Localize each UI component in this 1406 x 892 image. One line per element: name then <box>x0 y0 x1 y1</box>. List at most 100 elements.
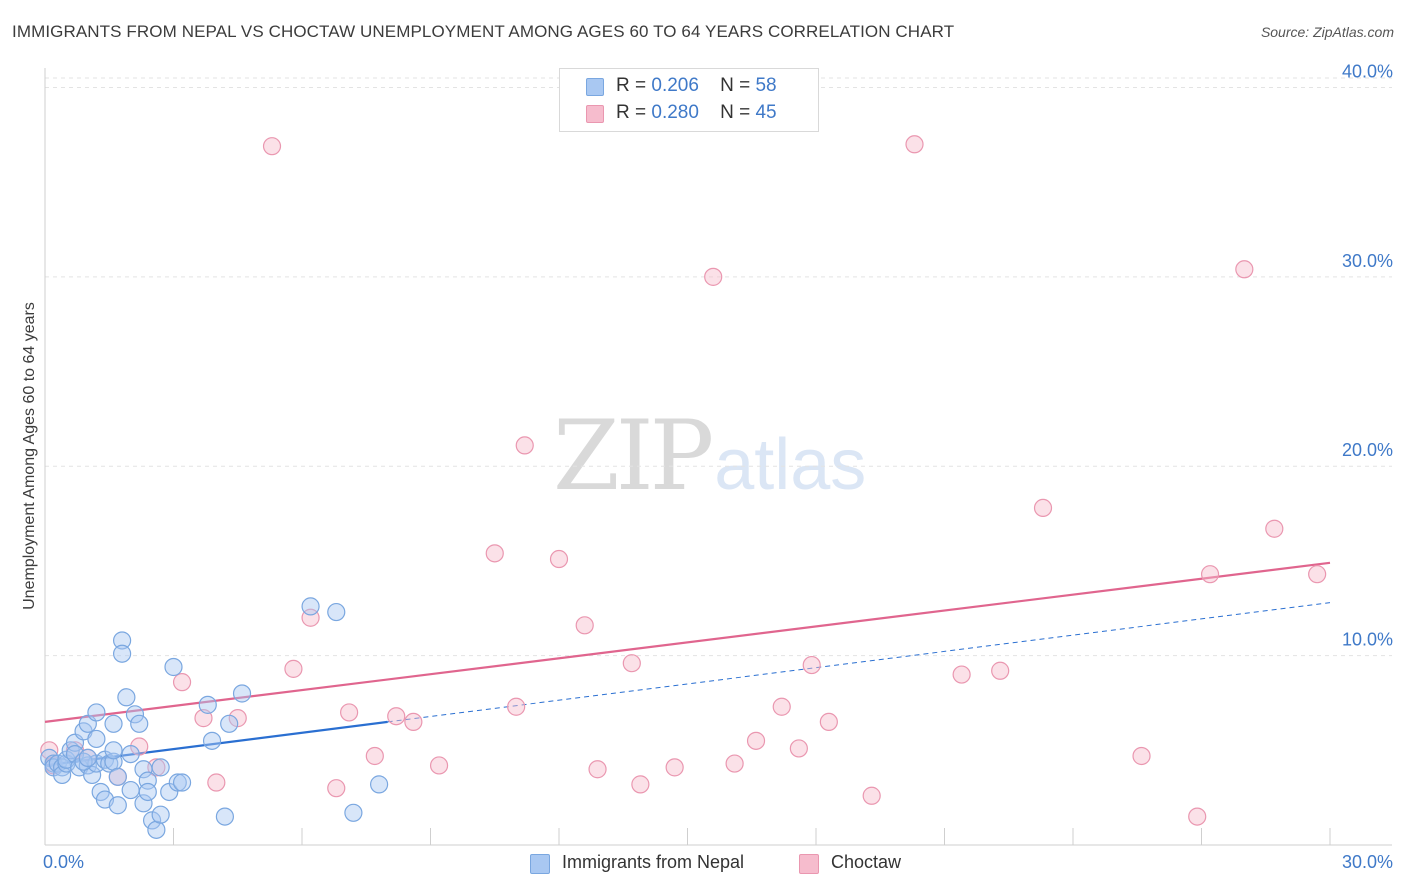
nepal-point <box>108 767 127 786</box>
choctaw-point <box>507 697 526 716</box>
nepal-point <box>53 765 72 785</box>
nepal-point <box>164 657 183 677</box>
choctaw-point <box>905 135 924 154</box>
choctaw-point <box>1265 519 1284 538</box>
choctaw-point <box>485 544 504 563</box>
choctaw-point <box>365 746 384 766</box>
legend-label-nepal: Immigrants from Nepal <box>562 852 745 872</box>
y-tick-label: 20.0% <box>1342 440 1393 460</box>
x-tick-label: 0.0% <box>43 852 84 872</box>
choctaw-point <box>340 703 359 722</box>
chart-title: IMMIGRANTS FROM NEPAL VS CHOCTAW UNEMPLO… <box>12 22 955 41</box>
legend-text-nepal: R = 0.206 N = 58 <box>616 75 777 97</box>
r-value-choctaw: 0.280 <box>651 102 699 123</box>
choctaw-point <box>575 616 594 635</box>
zipatlas-watermark: ZIPatlas <box>553 400 866 512</box>
choctaw-point <box>802 655 821 675</box>
choctaw-legend-swatch <box>799 854 819 874</box>
nepal-legend-swatch <box>530 854 550 874</box>
n-label: N = <box>720 102 751 123</box>
nepal-point <box>121 744 140 764</box>
choctaw-trend-line <box>44 561 1331 723</box>
nepal-point <box>87 703 106 722</box>
watermark-zip: ZIP <box>553 400 714 512</box>
choctaw-point <box>1132 746 1151 766</box>
nepal-point <box>147 820 166 839</box>
nepal-point <box>220 714 239 733</box>
choctaw-point <box>1235 260 1254 279</box>
tick-labels: 10.0% 20.0% 30.0% 40.0% 0.0% 30.0% <box>43 61 1393 872</box>
choctaw-point <box>1033 498 1053 517</box>
nepal-point <box>232 684 252 703</box>
nepal-point <box>198 695 217 714</box>
nepal-point <box>215 807 234 826</box>
nepal-point <box>130 714 149 733</box>
choctaw-point <box>631 775 650 794</box>
choctaw-point <box>429 756 449 775</box>
choctaw-point <box>387 707 406 726</box>
r-label: R = <box>616 75 647 96</box>
choctaw-point <box>952 665 971 684</box>
choctaw-point <box>515 436 534 455</box>
nepal-point <box>112 644 132 663</box>
legend-label-choctaw: Choctaw <box>831 852 902 872</box>
nepal-point <box>108 796 127 815</box>
nepal-point <box>134 794 153 813</box>
y-tick-label: 40.0% <box>1342 61 1393 81</box>
choctaw-point <box>1188 807 1207 826</box>
choctaw-swatch <box>586 105 604 123</box>
choctaw-point <box>1200 565 1220 584</box>
nepal-point <box>151 805 170 824</box>
choctaw-point <box>725 754 744 773</box>
y-tick-label: 30.0% <box>1342 251 1393 271</box>
choctaw-point <box>327 779 346 798</box>
nepal-point <box>78 748 97 767</box>
axes <box>44 68 1392 846</box>
nepal-point <box>138 782 157 802</box>
choctaw-point <box>549 549 569 569</box>
nepal-point <box>125 705 145 724</box>
choctaw-point <box>1308 565 1327 584</box>
nepal-point <box>117 688 136 707</box>
nepal-point <box>112 631 132 650</box>
choctaw-point <box>665 758 684 777</box>
choctaw-point <box>622 654 641 673</box>
x-tick-label: 30.0% <box>1342 852 1393 872</box>
nepal-swatch <box>586 78 604 96</box>
nepal-point <box>327 602 346 622</box>
nepal-point <box>83 765 102 785</box>
nepal-point <box>104 741 123 760</box>
choctaw-point <box>772 697 791 716</box>
choctaw-point <box>746 731 766 750</box>
nepal-point <box>87 729 106 749</box>
grid-lines <box>45 77 1392 657</box>
r-value-nepal: 0.206 <box>651 75 699 96</box>
nepal-point <box>168 773 187 792</box>
choctaw-point <box>262 137 282 156</box>
n-label: N = <box>720 75 751 96</box>
choctaw-point <box>862 786 881 805</box>
nepal-point <box>344 803 363 822</box>
watermark-atlas: atlas <box>714 425 867 505</box>
choctaw-point <box>588 760 607 779</box>
nepal-point <box>104 714 123 733</box>
series-legend: Immigrants from Nepal Choctaw <box>0 852 1406 876</box>
n-value-choctaw: 45 <box>755 102 777 123</box>
nepal-point <box>301 597 320 616</box>
nepal-point <box>172 773 192 792</box>
choctaw-point <box>207 773 226 792</box>
choctaw-point <box>284 659 303 678</box>
choctaw-point <box>789 739 808 758</box>
choctaw-point <box>404 712 423 732</box>
choctaw-point <box>819 712 838 732</box>
source-credit: Source: ZipAtlas.com <box>1260 24 1394 40</box>
nepal-point <box>202 731 222 750</box>
r-label: R = <box>616 102 647 123</box>
nepal-point <box>121 780 140 800</box>
choctaw-point <box>704 267 723 286</box>
nepal-points <box>40 597 389 839</box>
nepal-point <box>370 775 389 794</box>
trend-lines <box>44 561 1331 767</box>
choctaw-point <box>991 661 1010 680</box>
